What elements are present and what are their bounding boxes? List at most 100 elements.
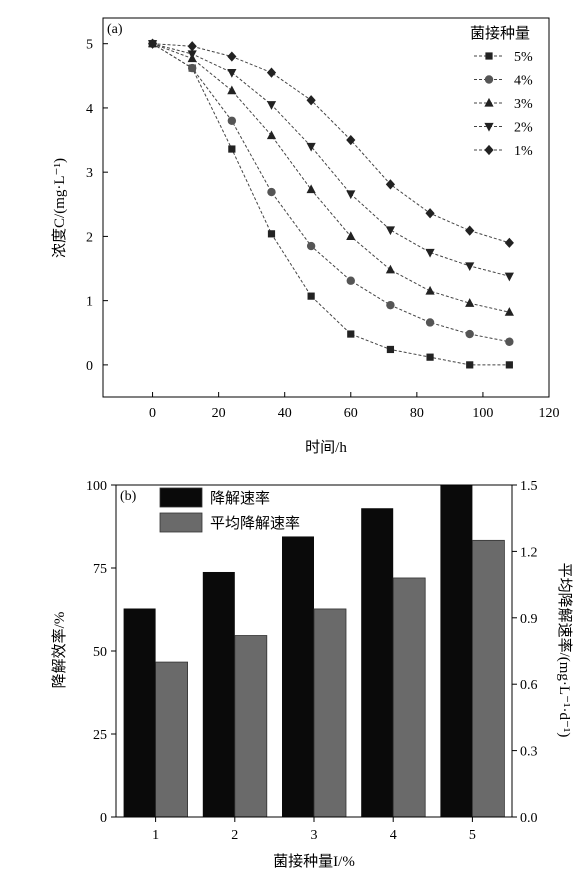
data-point-1% (227, 51, 237, 62)
data-point-4% (346, 276, 355, 285)
data-point-4% (465, 329, 474, 339)
bar-degradation-rate (440, 485, 473, 817)
data-point-2% (465, 262, 475, 272)
y-tick-label-a: 2 (86, 230, 93, 245)
y2-tick-label-b: 0.9 (520, 612, 538, 627)
y2-tick-label-b: 0.6 (520, 678, 538, 693)
legend-marker-1% (484, 144, 494, 156)
bar-degradation-rate (282, 536, 314, 817)
legend-label-a: 3% (514, 97, 533, 112)
data-point-4% (267, 187, 276, 197)
x-tick-label-a: 120 (539, 406, 560, 421)
x-tick-label-b: 3 (311, 828, 318, 843)
data-point-3% (425, 285, 435, 295)
x-tick-label-a: 0 (149, 406, 156, 421)
y-tick-label-a: 3 (86, 166, 93, 181)
data-point-3% (385, 264, 396, 274)
data-point-1% (385, 179, 396, 190)
bar-average-rate (234, 635, 268, 818)
data-point-2% (504, 272, 514, 282)
y2-tick-label-b: 0.3 (520, 745, 538, 760)
x-tick-label-a: 80 (410, 406, 424, 421)
bar-average-rate (313, 608, 347, 818)
legend-title-a: 菌接种量 (470, 25, 530, 42)
data-point-4% (306, 241, 316, 251)
data-point-3% (346, 231, 356, 241)
y-tick-label-a: 4 (86, 102, 93, 117)
data-point-3% (227, 85, 237, 95)
legend-marker-2% (484, 122, 494, 132)
data-point-1% (504, 237, 514, 248)
data-point-1% (346, 134, 356, 146)
x-tick-label-a: 100 (472, 406, 493, 421)
y2-tick-label-b: 1.5 (520, 479, 538, 494)
x-tick-label-b: 4 (390, 828, 397, 843)
x-tick-label-a: 40 (278, 406, 292, 421)
data-point-1% (147, 38, 158, 49)
data-point-1% (465, 225, 475, 236)
data-point-3% (504, 307, 514, 316)
plot-frame-a (102, 17, 550, 398)
y-tick-label-a: 5 (86, 38, 93, 53)
line-chart-panel-a: (a) 时间/h 浓度C/(mg·L⁻¹) 0 20 40 60 80 100 120 0 1 2… (51, 17, 560, 456)
data-point-3% (465, 298, 475, 307)
legend-marker-5% (485, 52, 493, 60)
data-point-2% (227, 69, 237, 78)
data-point-5% (466, 361, 474, 369)
data-point-5% (267, 230, 276, 238)
bar-degradation-rate (123, 608, 156, 817)
data-point-5% (347, 330, 355, 338)
y-axis-title-b: 降解效率/% (51, 612, 68, 689)
legend-label-a: 2% (514, 121, 533, 136)
legend-swatch-b (159, 512, 203, 533)
data-point-5% (426, 353, 434, 361)
y-tick-label-b: 50 (93, 645, 107, 660)
series-line-2% (152, 43, 510, 277)
y2-tick-label-b: 1.2 (520, 545, 538, 560)
legend-label-a: 5% (514, 50, 533, 65)
y-tick-label-b: 25 (93, 728, 107, 743)
data-point-5% (228, 145, 236, 153)
data-point-4% (188, 63, 197, 73)
data-point-1% (187, 41, 197, 52)
data-point-4% (227, 116, 237, 125)
x-tick-label-b: 2 (231, 828, 238, 843)
y-axis-title-a: 浓度C/(mg·L⁻¹) (51, 158, 68, 258)
x-tick-label-b: 1 (152, 828, 159, 843)
data-point-1% (266, 67, 277, 78)
bar-degradation-rate (361, 508, 394, 817)
bar-average-rate (471, 539, 505, 818)
legend-marker-3% (484, 97, 494, 107)
data-point-1% (306, 95, 316, 106)
data-point-5% (505, 361, 513, 369)
panel-label-a: (a) (107, 22, 123, 37)
data-point-4% (386, 300, 395, 310)
y-tick-label-a: 0 (86, 359, 93, 374)
y-tick-label-b: 75 (93, 562, 107, 577)
series-line-1% (152, 43, 510, 244)
legend-label-a: 4% (514, 74, 533, 89)
series-line-3% (152, 43, 510, 313)
data-point-3% (306, 184, 316, 194)
data-point-4% (505, 337, 514, 346)
data-point-3% (266, 130, 277, 140)
series-line-4% (152, 43, 510, 343)
data-point-1% (425, 208, 435, 219)
y2-axis-title-b: 平均降解速率/(mg·L⁻¹·d⁻¹) (556, 563, 573, 738)
x-axis-title-a: 时间/h (305, 439, 347, 456)
bar-average-rate (392, 577, 426, 818)
y2-tick-label-b: 0.0 (520, 811, 538, 826)
panel-label-b: (b) (120, 489, 137, 504)
data-point-2% (266, 101, 277, 110)
y-tick-label-b: 0 (100, 811, 107, 826)
data-point-5% (386, 345, 395, 354)
legend-label-b: 平均降解速率 (210, 515, 300, 532)
legend-marker-4% (484, 75, 494, 84)
legend-label-b: 降解速率 (210, 490, 270, 507)
data-point-2% (187, 50, 197, 60)
x-tick-label-a: 20 (212, 406, 226, 421)
bar-average-rate (155, 661, 189, 818)
legend-label-a: 1% (514, 144, 533, 159)
x-tick-label-a: 60 (344, 406, 358, 421)
